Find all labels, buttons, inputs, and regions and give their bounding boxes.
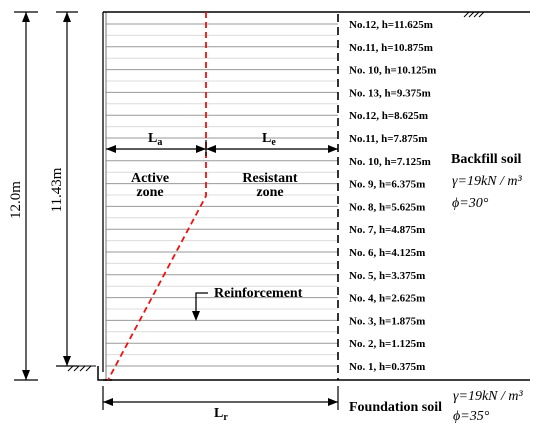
layer-label: No.11, h=7.875m (349, 133, 427, 145)
foundation-phi: ϕ=35° (453, 409, 490, 424)
lr-label: Lr (214, 406, 228, 423)
foundation-title: Foundation soil (349, 400, 442, 415)
layer-label: No. 8, h=5.625m (349, 201, 425, 213)
backfill-gamma: γ=19kN / m³ (452, 174, 523, 189)
layer-label: No. 5, h=3.375m (349, 270, 425, 282)
resistant-zone-label-2: zone (256, 185, 283, 200)
layer-label: No. 7, h=4.875m (349, 224, 425, 236)
layer-label: No.12, h=11.625m (349, 19, 433, 31)
resistant-zone-label-1: Resistant (242, 171, 298, 186)
le-label: Le (262, 131, 276, 148)
backfill-phi: ϕ=30° (452, 196, 489, 211)
active-zone-label-2: zone (136, 185, 163, 200)
la-le-dimension (106, 140, 338, 156)
layer-label: No. 2, h=1.125m (349, 338, 425, 350)
active-zone-label-1: Active (131, 171, 169, 186)
layer-label: No. 4, h=2.625m (349, 293, 425, 305)
layer-label: No. 13, h=9.375m (349, 87, 431, 99)
reinforcement-pointer (192, 292, 208, 321)
reinforcement-layers (106, 23, 338, 367)
wall-height-label: 11.43m (49, 167, 65, 212)
top-ground-hatch (462, 11, 488, 18)
total-height-dimension (14, 11, 38, 381)
wall-height-dimension (56, 11, 78, 367)
total-height-label: 12.0m (8, 181, 24, 219)
layer-label: No. 9, h=6.375m (349, 179, 425, 191)
backfill-title: Backfill soil (451, 152, 522, 167)
layer-label: No. 3, h=1.875m (349, 315, 425, 327)
leveling-pad (97, 366, 112, 381)
layer-label: No.11, h=10.875m (349, 42, 433, 54)
layer-label: No.12, h=8.625m (349, 110, 428, 122)
la-label: La (148, 131, 162, 148)
toe-ground-hatch (66, 365, 96, 372)
layer-label: No. 10, h=10.125m (349, 65, 436, 77)
lr-dimension (102, 386, 339, 410)
layer-label: No. 6, h=4.125m (349, 247, 425, 259)
layer-label: No. 1, h=0.375m (349, 361, 425, 373)
failure-surface (107, 12, 207, 381)
foundation-gamma: γ=19kN / m³ (453, 389, 524, 404)
layer-label: No. 10, h=7.125m (349, 156, 431, 168)
layer-labels: No.12, h=11.625m No.11, h=10.875m No. 10, … (349, 19, 436, 373)
reinforcement-label: Reinforcement (214, 286, 303, 301)
